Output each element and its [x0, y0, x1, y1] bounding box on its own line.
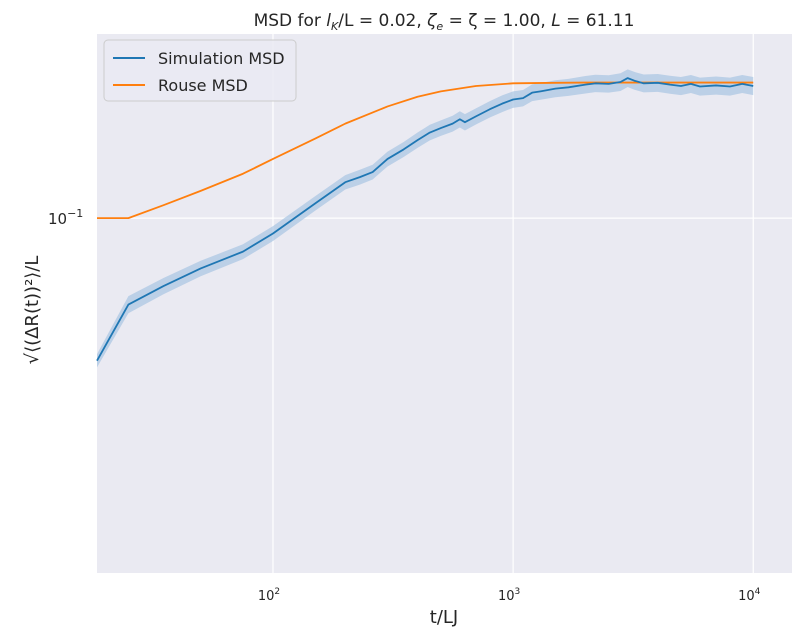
- x-axis-label: t/LJ: [430, 607, 458, 628]
- legend: Simulation MSD Rouse MSD: [103, 39, 297, 102]
- x-tick-labels: 102 103 104: [258, 587, 761, 604]
- series-lines: [96, 77, 754, 362]
- legend-label-rouse: Rouse MSD: [158, 76, 248, 95]
- x-gridlines: [272, 34, 754, 573]
- y-tick-labels: 10−1: [48, 207, 83, 228]
- x-tick-label: 103: [498, 587, 520, 604]
- legend-label-simulation: Simulation MSD: [158, 49, 285, 68]
- y-axis-label: √⟨(ΔR(t))²⟩/L: [22, 256, 43, 365]
- legend-box: [103, 39, 297, 102]
- plot-area: [97, 34, 792, 573]
- confidence-bands: [97, 69, 754, 368]
- x-tick-label: 102: [258, 587, 280, 604]
- y-tick-label: 10−1: [48, 207, 83, 228]
- chart-title: MSD for lK/L = 0.02, ζe = ζ = 1.00, L = …: [254, 11, 635, 33]
- simulation-confidence-band: [97, 69, 754, 368]
- simulation-msd-line: [96, 77, 754, 362]
- rouse-msd-line: [97, 81, 754, 220]
- x-tick-label: 104: [738, 587, 761, 604]
